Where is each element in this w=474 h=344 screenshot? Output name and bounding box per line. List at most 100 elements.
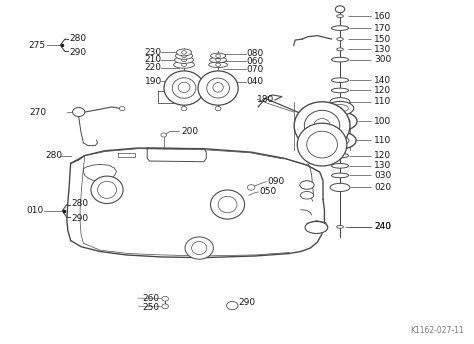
Text: 120: 120 (374, 151, 391, 160)
Text: 200: 200 (181, 127, 198, 136)
Text: 100: 100 (374, 117, 392, 126)
Text: 280: 280 (46, 151, 63, 160)
Ellipse shape (301, 192, 314, 199)
Circle shape (73, 108, 85, 117)
Circle shape (227, 301, 238, 310)
Text: 110: 110 (374, 97, 392, 106)
Ellipse shape (175, 52, 192, 59)
Ellipse shape (307, 131, 337, 158)
Ellipse shape (210, 57, 227, 63)
Circle shape (182, 58, 186, 62)
Text: 290: 290 (238, 298, 255, 308)
Text: 180: 180 (257, 95, 274, 104)
Circle shape (119, 107, 125, 111)
Text: 120: 120 (374, 86, 391, 95)
Ellipse shape (324, 132, 356, 149)
Text: 050: 050 (260, 187, 277, 196)
Circle shape (215, 107, 221, 111)
Text: 020: 020 (374, 183, 391, 192)
Circle shape (216, 54, 220, 57)
Ellipse shape (331, 136, 349, 145)
Text: 290: 290 (71, 214, 88, 223)
Circle shape (161, 133, 166, 137)
Ellipse shape (178, 82, 190, 93)
Ellipse shape (91, 176, 123, 204)
Ellipse shape (172, 78, 196, 98)
Text: 250: 250 (143, 303, 160, 312)
Ellipse shape (198, 71, 238, 105)
Text: 150: 150 (374, 34, 392, 44)
Ellipse shape (304, 110, 340, 141)
Circle shape (162, 297, 168, 301)
Ellipse shape (210, 190, 245, 219)
Text: 090: 090 (268, 177, 285, 186)
Text: 230: 230 (145, 48, 162, 57)
Circle shape (182, 54, 186, 57)
Ellipse shape (337, 15, 343, 18)
Text: 275: 275 (28, 41, 45, 50)
Circle shape (216, 63, 220, 66)
Ellipse shape (164, 71, 204, 105)
Ellipse shape (300, 181, 314, 189)
Ellipse shape (337, 225, 343, 228)
Ellipse shape (330, 116, 350, 127)
Ellipse shape (294, 102, 350, 150)
Text: 260: 260 (143, 293, 160, 303)
Text: 160: 160 (374, 12, 392, 21)
Ellipse shape (176, 49, 191, 56)
Ellipse shape (330, 183, 350, 192)
Text: 280: 280 (69, 33, 86, 43)
Ellipse shape (185, 237, 213, 259)
Text: 070: 070 (246, 65, 264, 74)
Circle shape (247, 185, 255, 190)
Circle shape (335, 6, 345, 13)
Text: 060: 060 (246, 57, 264, 66)
Text: 270: 270 (29, 108, 46, 117)
Ellipse shape (331, 88, 348, 93)
Ellipse shape (331, 163, 348, 168)
Text: 290: 290 (69, 48, 86, 57)
Ellipse shape (314, 119, 330, 133)
Text: 220: 220 (145, 63, 162, 72)
Text: 080: 080 (246, 49, 264, 58)
Circle shape (162, 304, 168, 309)
Ellipse shape (218, 196, 237, 213)
Ellipse shape (207, 78, 229, 98)
Ellipse shape (297, 123, 347, 166)
Ellipse shape (337, 48, 343, 51)
Ellipse shape (173, 61, 194, 68)
Text: 280: 280 (71, 199, 88, 208)
Text: 240: 240 (374, 222, 391, 231)
Text: K1162-027-11: K1162-027-11 (410, 326, 464, 335)
Ellipse shape (331, 26, 348, 30)
Circle shape (216, 58, 220, 62)
Text: 030: 030 (374, 171, 392, 180)
Text: 170: 170 (374, 24, 392, 33)
Ellipse shape (305, 222, 328, 234)
Ellipse shape (323, 112, 357, 131)
Ellipse shape (210, 53, 226, 58)
Ellipse shape (326, 101, 354, 115)
Text: 130: 130 (374, 45, 392, 54)
Circle shape (182, 51, 186, 54)
Ellipse shape (213, 83, 223, 92)
Ellipse shape (191, 241, 207, 255)
Ellipse shape (209, 62, 228, 67)
Text: 110: 110 (374, 136, 392, 145)
Circle shape (182, 63, 186, 66)
Text: 190: 190 (145, 77, 162, 86)
Ellipse shape (174, 56, 193, 63)
Text: 240: 240 (374, 222, 391, 231)
Ellipse shape (331, 57, 348, 62)
Ellipse shape (331, 173, 348, 178)
Text: 040: 040 (246, 77, 264, 86)
Text: 140: 140 (374, 76, 391, 85)
Ellipse shape (337, 37, 343, 41)
Ellipse shape (331, 78, 348, 83)
Ellipse shape (330, 98, 350, 106)
Ellipse shape (332, 105, 348, 112)
Circle shape (181, 107, 187, 111)
Text: 210: 210 (145, 55, 162, 64)
Text: 300: 300 (374, 55, 392, 64)
Ellipse shape (98, 181, 117, 198)
